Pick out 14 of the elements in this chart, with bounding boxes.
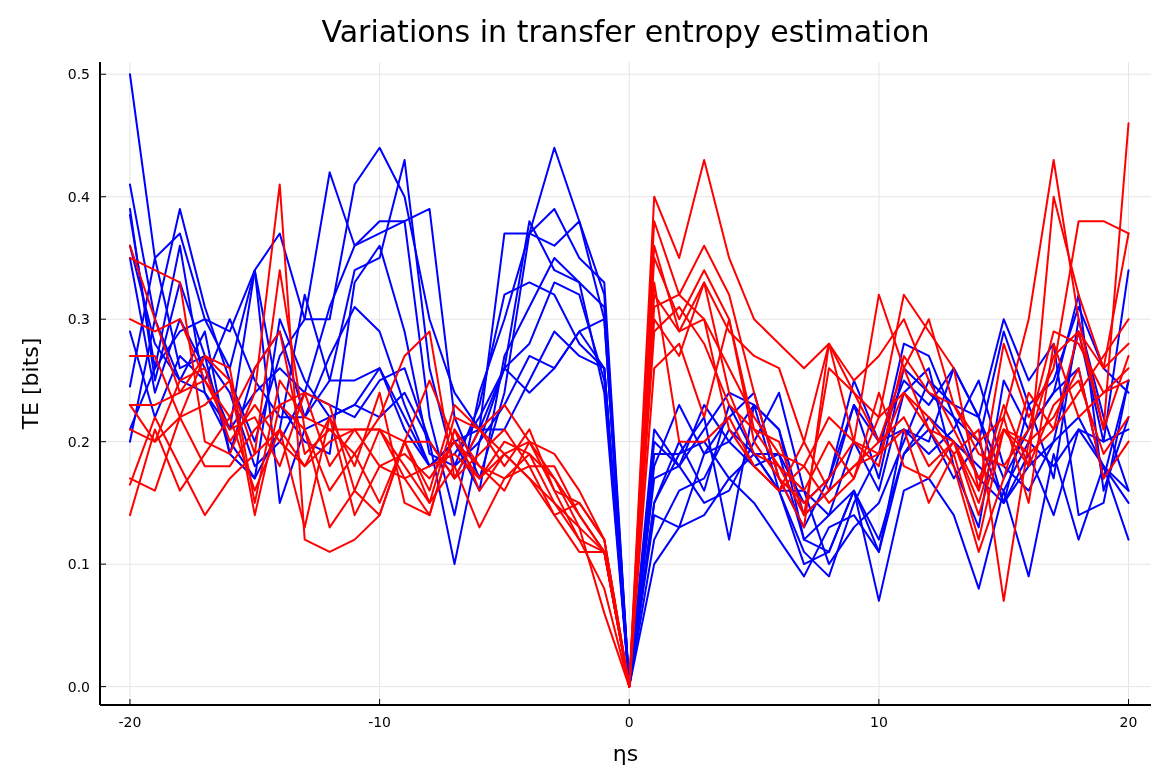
x-axis-title: ηs [612,741,639,766]
y-tick-label: 0.4 [67,188,91,205]
y-tick-label: 0.3 [67,311,90,328]
y-tick-label: 0.5 [67,66,90,83]
chart-title: Variations in transfer entropy estimation [321,14,930,49]
y-tick-label: 0.0 [67,678,90,695]
x-tick-label: -10 [368,714,392,730]
x-tick-label: -20 [118,714,142,730]
x-tick-label: 0 [624,714,634,730]
y-tick-label: 0.1 [67,556,90,573]
y-axis-title: TE [bits] [18,337,43,431]
y-tick-label: 0.2 [67,433,90,450]
x-tick-label: 10 [869,714,888,730]
x-tick-label: 20 [1119,714,1138,730]
